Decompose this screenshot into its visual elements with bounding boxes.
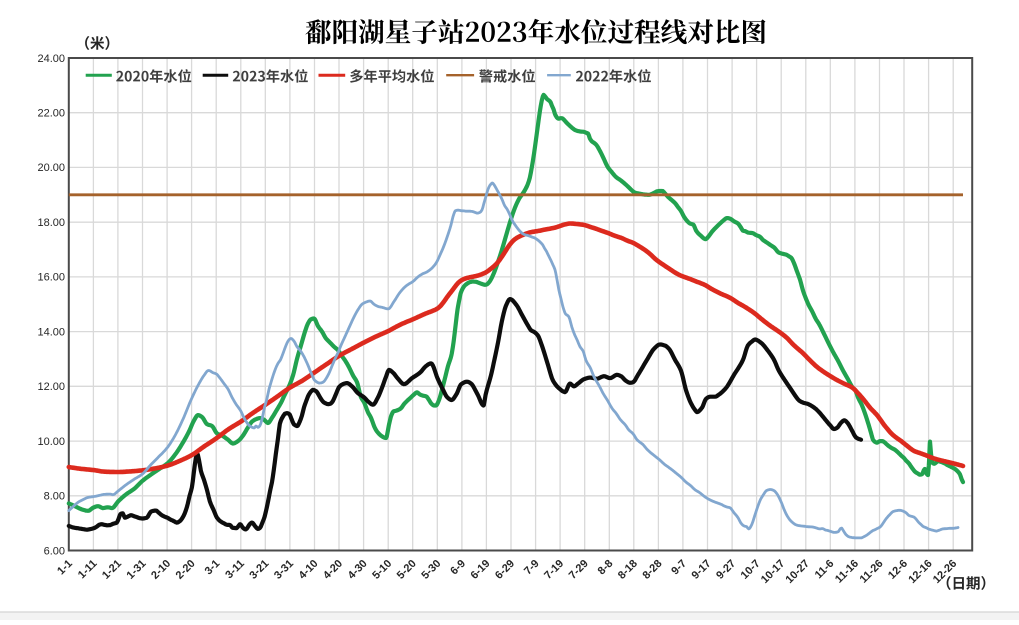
svg-text:10.00: 10.00 bbox=[37, 436, 65, 448]
svg-text:22.00: 22.00 bbox=[37, 108, 65, 120]
svg-text:14.00: 14.00 bbox=[37, 326, 65, 338]
svg-text:20.00: 20.00 bbox=[37, 162, 65, 174]
svg-text:18.00: 18.00 bbox=[37, 217, 65, 229]
svg-text:24.00: 24.00 bbox=[37, 53, 65, 65]
svg-text:8.00: 8.00 bbox=[44, 491, 65, 503]
svg-text:16.00: 16.00 bbox=[37, 272, 65, 284]
svg-text:12.00: 12.00 bbox=[37, 381, 65, 393]
svg-text:6.00: 6.00 bbox=[44, 545, 65, 557]
